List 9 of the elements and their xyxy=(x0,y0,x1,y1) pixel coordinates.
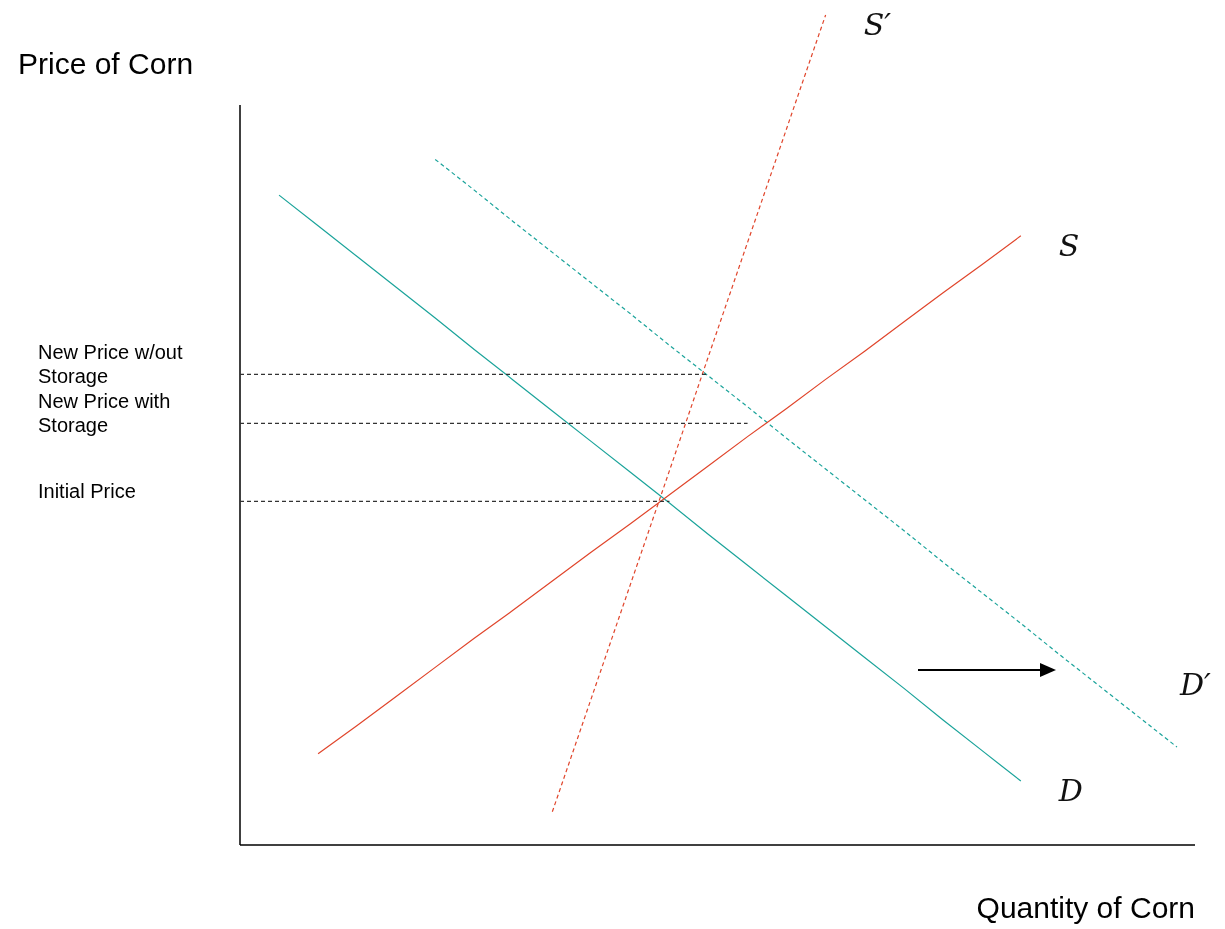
text: Initial Price xyxy=(38,480,136,503)
x-axis-title: Quantity of Corn xyxy=(976,890,1195,924)
series-label: S xyxy=(1058,227,1080,263)
text: New Price with Storage xyxy=(38,390,171,437)
text: New Price w/out Storage xyxy=(38,341,183,388)
series-label: S′ xyxy=(863,7,892,42)
series-label: D′ xyxy=(1179,667,1212,703)
y-axis-title: Price of Corn xyxy=(18,46,194,80)
series-label: D xyxy=(1057,773,1083,809)
